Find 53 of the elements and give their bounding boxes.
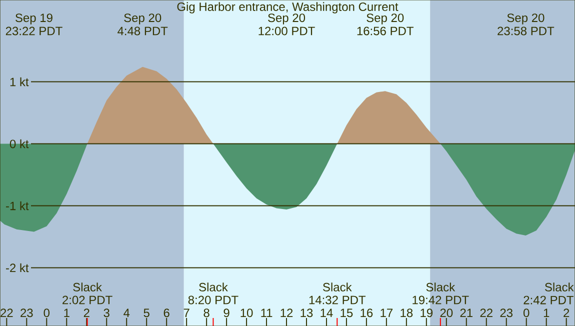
annotation: 8:20 PDT bbox=[188, 296, 238, 304]
annotation: 23:58 PDT bbox=[498, 26, 554, 36]
y-tick-label: -2 kt bbox=[6, 263, 29, 272]
x-tick-label: 18 bbox=[400, 308, 413, 318]
annotation: 12:00 PDT bbox=[258, 26, 315, 36]
x-tick-label: 22 bbox=[0, 308, 13, 317]
annotation: Slack bbox=[426, 282, 456, 292]
x-tick-label: 23 bbox=[20, 308, 33, 318]
x-tick-label: 23 bbox=[500, 308, 513, 318]
x-tick-label: 3 bbox=[104, 308, 110, 318]
x-tick-label: 10 bbox=[240, 308, 253, 318]
chart-title: Gig Harbor entrance, Washington Current bbox=[177, 2, 398, 14]
x-tick-label: 0 bbox=[524, 308, 530, 318]
annotation: 4:48 PDT bbox=[118, 26, 168, 36]
annotation: Sep 20 bbox=[268, 14, 306, 24]
x-tick-label: 2 bbox=[84, 308, 90, 317]
annotation: 2:42 PDT bbox=[524, 296, 574, 304]
annotation: Slack bbox=[73, 282, 102, 292]
x-tick-label: 21 bbox=[460, 308, 472, 317]
x-tick-label: 15 bbox=[340, 308, 353, 318]
y-tick-label: 1 kt bbox=[10, 77, 29, 86]
x-tick-label: 17 bbox=[380, 308, 393, 317]
annotation: Slack bbox=[323, 282, 352, 292]
x-tick-label: 22 bbox=[480, 308, 492, 317]
x-tick-label: 2 bbox=[564, 308, 570, 317]
annotation: Sep 19 bbox=[16, 14, 52, 24]
annotation: 14:32 PDT bbox=[309, 296, 366, 304]
annotation: Sep 20 bbox=[124, 14, 162, 24]
annotation: 19:42 PDT bbox=[412, 296, 469, 304]
x-tick-label: 0 bbox=[44, 308, 50, 318]
x-tick-label: 6 bbox=[164, 308, 170, 318]
x-tick-label: 7 bbox=[184, 308, 190, 317]
x-tick-label: 11 bbox=[261, 308, 272, 317]
annotation: 23:22 PDT bbox=[6, 26, 62, 36]
x-tick-label: 5 bbox=[144, 308, 150, 318]
y-tick-label: -1 kt bbox=[6, 201, 29, 210]
x-tick-label: 12 bbox=[280, 308, 293, 317]
annotation: 16:56 PDT bbox=[357, 26, 414, 36]
x-tick-label: 16 bbox=[360, 308, 373, 318]
x-tick-label: 8 bbox=[204, 308, 210, 318]
x-tick-label: 4 bbox=[124, 308, 130, 317]
x-tick-label: 13 bbox=[300, 308, 313, 318]
annotation: Sep 20 bbox=[366, 14, 404, 24]
annotation: 2:02 PDT bbox=[62, 296, 112, 304]
x-tick-label: 14 bbox=[320, 308, 333, 317]
annotation: Sep 20 bbox=[507, 14, 544, 24]
x-tick-label: 1 bbox=[544, 308, 550, 317]
annotation: Slack bbox=[545, 282, 574, 292]
x-tick-label: 1 bbox=[64, 308, 70, 317]
annotation: Slack bbox=[199, 282, 228, 292]
x-tick-label: 20 bbox=[440, 308, 453, 318]
x-tick-label: 19 bbox=[420, 308, 433, 318]
x-tick-label: 9 bbox=[224, 308, 230, 318]
